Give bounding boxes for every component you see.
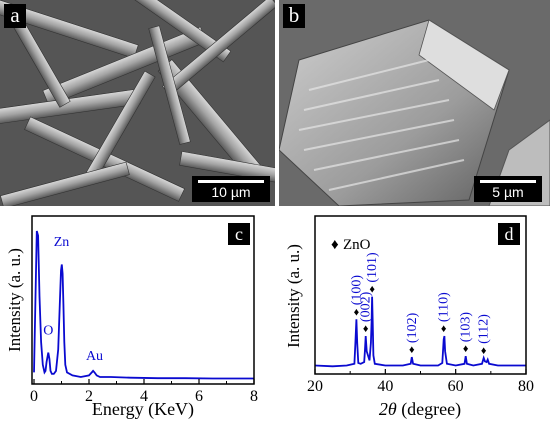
scale-bar-a: 10 µm xyxy=(192,176,270,202)
spectrum-line xyxy=(314,296,526,368)
panel-label-c-bg xyxy=(228,223,250,245)
scale-text-a: 10 µm xyxy=(211,184,251,200)
peak-marker: ♦ xyxy=(369,284,375,296)
sem-texture-b xyxy=(279,0,550,206)
panel-label-b: b xyxy=(283,4,305,28)
peak-marker: ♦ xyxy=(481,345,487,357)
peak-label: (102) xyxy=(405,312,420,343)
sem-texture-a xyxy=(0,0,275,206)
peak-marker: ♦ xyxy=(354,306,360,318)
x-axis-label-c: Energy (KeV) xyxy=(92,399,194,420)
x-tick-label: 6 xyxy=(195,388,203,405)
x-tick-label: 0 xyxy=(30,388,38,405)
panel-label-c: c xyxy=(235,224,243,244)
sem-image-a: a 10 µm xyxy=(0,0,275,206)
element-label: Zn xyxy=(54,235,70,250)
x-axis-label-d-rest: (degree) xyxy=(397,399,461,420)
peak-label: (103) xyxy=(459,312,474,343)
panel-label-d-bg xyxy=(498,223,520,245)
x-tick-label: 4 xyxy=(140,388,148,405)
plot-frame-c xyxy=(31,215,255,385)
spectrum-line xyxy=(33,230,254,380)
x-tick-label: 2 xyxy=(85,388,93,405)
legend-label-d: ZnO xyxy=(343,237,371,253)
x-tick-label: 60 xyxy=(448,378,464,395)
x-tick-label: 8 xyxy=(250,388,258,405)
xrd-chart: 20 40 60 80♦(100)♦(002)♦(101)♦(102) ♦(110)♦(… xyxy=(284,215,534,420)
peak-label: (002) xyxy=(359,291,374,322)
peak-marker: ♦ xyxy=(463,343,469,355)
peak-label: (101) xyxy=(365,252,380,283)
peak-label: (100) xyxy=(349,275,364,306)
x-axis-label-d-italic: 2θ xyxy=(379,399,397,419)
panel-label-a: a xyxy=(4,4,26,28)
scale-bar-b: 5 µm xyxy=(474,176,542,202)
eds-chart: 0 2 4 6 8 Zn O Au c Intensity (a. u.) Energy (K… xyxy=(5,215,258,420)
panel-label-d: d xyxy=(505,224,514,244)
y-axis-label-c: Intensity (a. u.) xyxy=(5,248,24,352)
x-tick-label: 80 xyxy=(518,378,534,395)
peak-label: (110) xyxy=(437,292,452,322)
x-tick-label: 20 xyxy=(307,378,323,395)
peak-label: (112) xyxy=(477,314,492,344)
legend-marker-d: ♦ xyxy=(331,237,339,253)
x-axis-label-d: 2θ (degree) xyxy=(379,399,461,420)
plot-frame-d xyxy=(314,215,527,375)
element-label: O xyxy=(43,323,53,338)
sem-image-b: b 5 µm xyxy=(279,0,550,206)
x-tick-label: 40 xyxy=(377,378,393,395)
element-label: Au xyxy=(86,349,103,364)
peak-marker: ♦ xyxy=(441,323,447,335)
peak-marker: ♦ xyxy=(363,323,369,335)
y-axis-label-d: Intensity (a. u.) xyxy=(284,244,303,348)
peak-marker: ♦ xyxy=(409,344,415,356)
scale-text-b: 5 µm xyxy=(492,184,524,200)
